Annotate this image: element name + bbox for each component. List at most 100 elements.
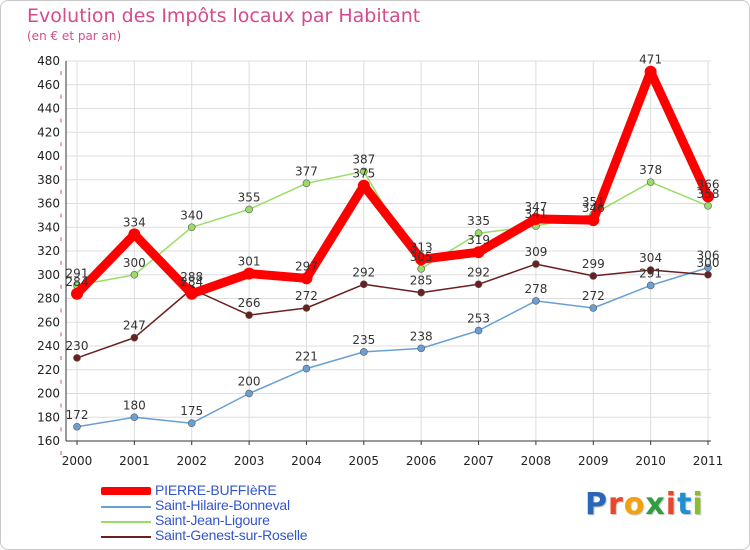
data-point-saint-hilaire-bonneval bbox=[417, 344, 425, 353]
data-label-saint-genest-sur-roselle: 309 bbox=[524, 245, 547, 259]
data-point-saint-genest-sur-roselle bbox=[417, 288, 425, 297]
data-label-saint-jean-ligoure: 358 bbox=[697, 187, 720, 201]
x-tick-label: 2009 bbox=[578, 454, 609, 468]
data-label-saint-hilaire-bonneval: 221 bbox=[295, 350, 318, 364]
x-tick-label: 2001 bbox=[119, 454, 150, 468]
x-tick-label: 2005 bbox=[349, 454, 380, 468]
data-label-saint-jean-ligoure: 305 bbox=[410, 250, 433, 264]
data-point-saint-genest-sur-roselle bbox=[646, 266, 655, 274]
legend-swatch bbox=[101, 487, 151, 495]
x-tick-label: 2008 bbox=[521, 454, 552, 468]
data-label-pierre-buffiere: 284 bbox=[180, 275, 203, 289]
data-point-pierre-buffiere bbox=[243, 267, 256, 280]
legend-label: Saint-Jean-Ligoure bbox=[155, 512, 270, 528]
data-point-pierre-buffiere bbox=[702, 190, 714, 203]
data-label-pierre-buffiere: 346 bbox=[582, 201, 605, 215]
data-label-saint-jean-ligoure: 387 bbox=[352, 152, 375, 166]
series-line-pierre-buffiere bbox=[72, 67, 713, 299]
y-tick-label: 260 bbox=[37, 315, 60, 329]
series-layer bbox=[71, 65, 714, 431]
data-label-saint-hilaire-bonneval: 238 bbox=[410, 329, 433, 343]
x-tick-label: 2010 bbox=[635, 454, 666, 468]
data-label-saint-genest-sur-roselle: 266 bbox=[238, 296, 261, 310]
logo-letter: o bbox=[623, 487, 646, 522]
data-label-saint-genest-sur-roselle: 285 bbox=[410, 274, 433, 288]
data-point-saint-hilaire-bonneval bbox=[73, 422, 81, 431]
y-tick-label: 160 bbox=[37, 434, 60, 448]
data-label-saint-jean-ligoure: 378 bbox=[639, 163, 662, 177]
data-point-saint-hilaire-bonneval bbox=[187, 419, 196, 427]
x-tick-label: 2003 bbox=[234, 454, 265, 468]
data-point-saint-genest-sur-roselle bbox=[532, 260, 540, 268]
legend-swatch bbox=[101, 521, 151, 523]
legend-label: Saint-Genest-sur-Roselle bbox=[155, 527, 308, 543]
data-point-saint-jean-ligoure bbox=[245, 205, 253, 214]
data-label-saint-jean-ligoure: 300 bbox=[123, 256, 146, 270]
data-label-pierre-buffiere: 313 bbox=[410, 240, 433, 254]
data-point-pierre-buffiere bbox=[472, 246, 485, 259]
y-tick-label: 280 bbox=[37, 292, 60, 306]
data-label-pierre-buffiere: 471 bbox=[639, 53, 662, 67]
y-tick-label: 460 bbox=[37, 78, 60, 92]
data-point-saint-genest-sur-roselle bbox=[474, 280, 483, 289]
data-label-pierre-buffiere: 301 bbox=[238, 255, 261, 269]
data-label-saint-hilaire-bonneval: 306 bbox=[697, 249, 720, 263]
chart-title: Evolution des Impôts locaux par Habitant bbox=[27, 5, 421, 27]
y-tick-label: 360 bbox=[37, 197, 60, 211]
y-tick-label: 300 bbox=[37, 268, 60, 282]
data-label-saint-genest-sur-roselle: 230 bbox=[66, 339, 89, 353]
logo-letter: i bbox=[692, 487, 704, 522]
data-point-saint-genest-sur-roselle bbox=[73, 354, 81, 362]
data-label-saint-genest-sur-roselle: 247 bbox=[123, 319, 146, 333]
y-tick-label: 440 bbox=[37, 102, 60, 116]
data-label-saint-jean-ligoure: 340 bbox=[180, 208, 203, 222]
data-point-pierre-buffiere bbox=[415, 253, 428, 266]
data-label-saint-hilaire-bonneval: 278 bbox=[524, 282, 547, 296]
data-point-saint-genest-sur-roselle bbox=[589, 272, 598, 280]
y-tick-label: 420 bbox=[37, 125, 60, 139]
data-label-saint-genest-sur-roselle: 292 bbox=[467, 265, 490, 279]
data-point-saint-hilaire-bonneval bbox=[532, 297, 540, 305]
data-point-saint-genest-sur-roselle bbox=[302, 304, 311, 312]
data-label-pierre-buffiere: 366 bbox=[697, 177, 720, 191]
data-point-saint-jean-ligoure bbox=[417, 265, 425, 273]
data-label-pierre-buffiere: 297 bbox=[295, 259, 318, 273]
data-point-saint-genest-sur-roselle bbox=[360, 280, 368, 289]
logo-letter: P bbox=[585, 487, 608, 522]
data-point-saint-genest-sur-roselle bbox=[245, 311, 253, 319]
data-point-pierre-buffiere bbox=[357, 179, 370, 192]
y-tick-label: 200 bbox=[37, 387, 60, 401]
data-label-saint-jean-ligoure: 341 bbox=[524, 207, 547, 221]
data-label-saint-genest-sur-roselle: 300 bbox=[697, 256, 720, 270]
data-label-saint-hilaire-bonneval: 172 bbox=[66, 408, 89, 422]
gridlines bbox=[66, 60, 711, 442]
data-label-pierre-buffiere: 319 bbox=[467, 233, 490, 247]
data-point-pierre-buffiere bbox=[644, 65, 657, 78]
data-point-saint-jean-ligoure bbox=[302, 179, 311, 188]
x-tick-label: 2006 bbox=[406, 454, 437, 468]
data-point-saint-hilaire-bonneval bbox=[245, 389, 253, 398]
legend-label: PIERRE-BUFFIèRE bbox=[155, 482, 277, 498]
y-tick-label: 340 bbox=[37, 220, 60, 234]
axes: 160 180 200 220 240 260 280 300 320 340 360 380 400 4… bbox=[37, 54, 723, 468]
data-label-saint-jean-ligoure: 335 bbox=[467, 214, 490, 228]
data-label-saint-jean-ligoure: 351 bbox=[582, 195, 605, 209]
data-point-saint-hilaire-bonneval bbox=[302, 364, 311, 373]
x-tick-label: 2000 bbox=[62, 454, 93, 468]
y-tick-label: 480 bbox=[37, 54, 60, 68]
data-point-pierre-buffiere bbox=[529, 212, 542, 225]
data-point-saint-hilaire-bonneval bbox=[474, 326, 483, 335]
data-label-saint-hilaire-bonneval: 253 bbox=[467, 312, 490, 326]
y-tick-label: 320 bbox=[37, 244, 60, 258]
data-label-saint-genest-sur-roselle: 304 bbox=[639, 251, 662, 265]
data-point-saint-hilaire-bonneval bbox=[646, 281, 655, 290]
data-point-saint-genest-sur-roselle bbox=[704, 270, 712, 279]
chart-subtitle: (en € et par an) bbox=[27, 29, 122, 43]
data-label-saint-genest-sur-roselle: 272 bbox=[295, 289, 318, 303]
data-point-saint-jean-ligoure bbox=[360, 167, 368, 176]
series-line-saint-hilaire-bonneval bbox=[76, 266, 709, 428]
data-label-saint-genest-sur-roselle: 288 bbox=[180, 270, 203, 284]
data-point-pierre-buffiere bbox=[300, 272, 313, 285]
data-label-saint-hilaire-bonneval: 200 bbox=[238, 375, 261, 389]
